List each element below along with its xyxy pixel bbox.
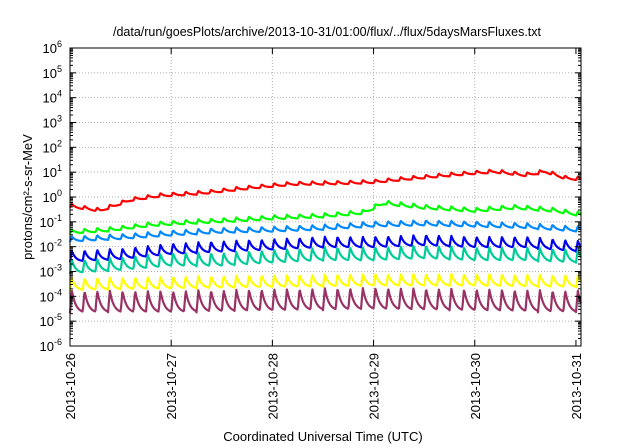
y-tick-label: 10-6: [40, 337, 62, 354]
series-line-1: [69, 168, 582, 212]
y-tick-label: 102: [43, 138, 62, 155]
x-axis-label: Coordinated Universal Time (UTC): [223, 429, 422, 444]
y-axis-label: protons/cm²-s-sr-MeV: [20, 134, 35, 260]
y-tick-label: 101: [43, 163, 62, 180]
axes: 10-6 10-5 10-4 10-3 10-2 10-1 100 101 102 103 104 1…: [40, 39, 584, 420]
x-tick-label: 2013-10-27: [164, 353, 179, 420]
series-line-7: [68, 287, 583, 314]
y-tick-label: 100: [43, 188, 62, 205]
series-group: [68, 168, 583, 314]
y-tick-label: 10-5: [40, 312, 62, 329]
chart-title: /data/run/goesPlots/archive/2013-10-31/0…: [113, 25, 542, 39]
y-tick-label: 10-3: [40, 263, 62, 280]
x-tick-label: 2013-10-29: [367, 353, 382, 420]
series-line-6: [68, 272, 582, 291]
x-tick-label: 2013-10-26: [63, 353, 78, 420]
y-tick-label: 10-4: [40, 287, 62, 304]
series-line-5: [68, 244, 582, 275]
y-tick-label: 10-1: [40, 213, 62, 230]
y-tick-label: 104: [43, 89, 62, 106]
series-line-4: [68, 234, 582, 263]
x-tick-label: 2013-10-28: [265, 353, 280, 420]
series-line-2: [68, 200, 582, 235]
y-tick-label: 10-2: [40, 238, 62, 255]
y-tick-label: 105: [43, 64, 62, 81]
y-tick-label: 106: [43, 39, 62, 56]
x-tick-label: 2013-10-30: [468, 353, 483, 420]
series-line-3: [68, 219, 582, 243]
x-tick-label: 2013-10-31: [569, 353, 584, 420]
y-tick-label: 103: [43, 114, 62, 131]
